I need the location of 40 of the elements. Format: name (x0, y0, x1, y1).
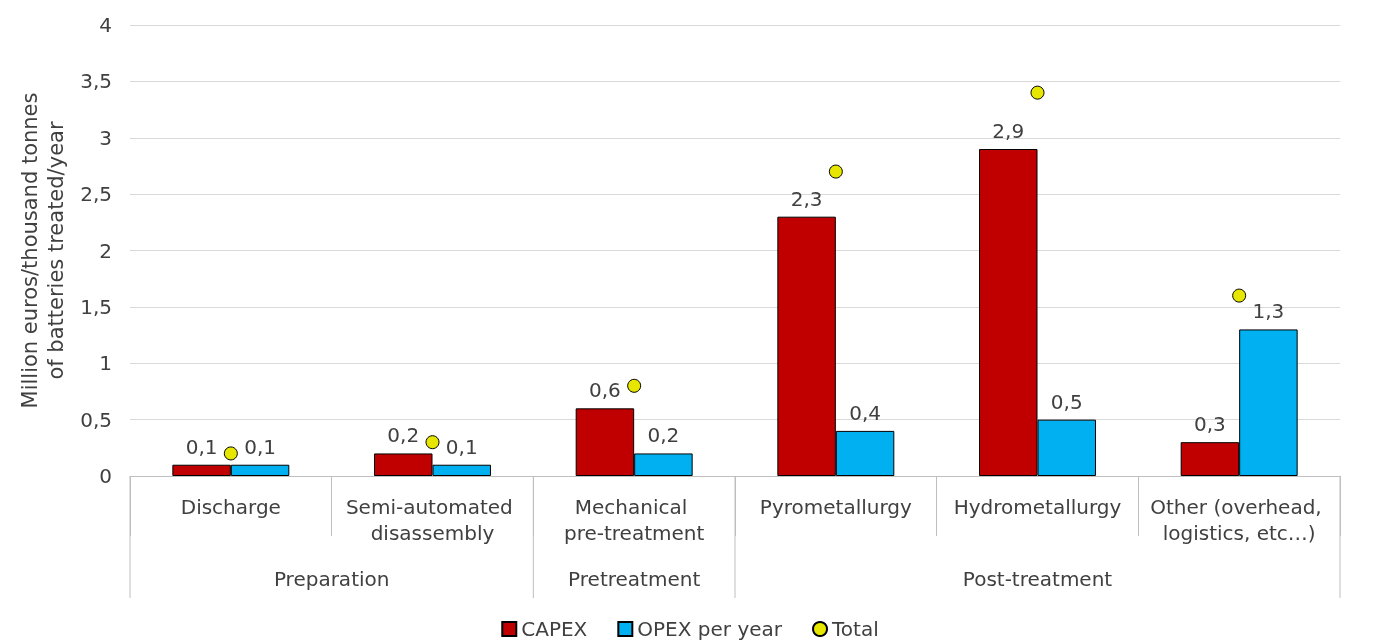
x-tick-label: Discharge (180, 495, 281, 519)
y-tick-label: 0 (99, 464, 112, 488)
y-axis-title: Million euros/thousand tonnes of batteries treated/year (18, 92, 69, 409)
y-tick-label: 2 (99, 238, 112, 263)
legend-label: Total (831, 617, 879, 641)
text: Pretreatment (568, 567, 701, 591)
data-label: 0,1 (445, 434, 478, 459)
data-label: 1,3 (1252, 299, 1285, 324)
data-label: 0,6 (589, 378, 621, 403)
x-tick-label: Hydrometallurgy (953, 495, 1122, 519)
point (828, 164, 843, 179)
y-tick-label: 1,5 (80, 294, 112, 319)
data-label: 0,5 (1050, 389, 1083, 414)
point (1232, 288, 1247, 303)
data-label: 0,3 (1194, 412, 1226, 437)
data-label: 0,2 (387, 423, 420, 448)
y-tick-label: 2,5 (80, 182, 112, 207)
x-tick-label: Semi-automated disassembly (345, 495, 520, 545)
y-tick-label: 1 (99, 351, 112, 376)
x-tick-label: Other (overhead, logistics, etc…) (1150, 495, 1329, 545)
text: Post-treatment (962, 567, 1113, 591)
text: Preparation (273, 567, 390, 591)
y-tick-label: 4 (99, 13, 112, 37)
x-tick-label: Pyrometallurgy (759, 495, 912, 519)
point (223, 446, 238, 461)
data-label: 2,9 (992, 119, 1025, 144)
data-label: 0,1 (185, 434, 218, 459)
point (1030, 85, 1045, 100)
y-tick-label: 3,5 (80, 69, 112, 94)
legend-label: OPEX per year (637, 617, 783, 641)
data-label: 0,1 (244, 434, 276, 459)
data-label: 0,4 (849, 400, 881, 425)
point (425, 435, 440, 450)
y-tick-label: 3 (99, 125, 112, 150)
data-label: 2,3 (790, 186, 823, 211)
y-tick-label: 0,5 (80, 407, 112, 432)
data-label: 0,2 (647, 423, 680, 448)
x-tick-label: Mechanical pre-treatment (563, 495, 705, 545)
legend-label: CAPEX (521, 617, 588, 641)
point (627, 378, 642, 393)
